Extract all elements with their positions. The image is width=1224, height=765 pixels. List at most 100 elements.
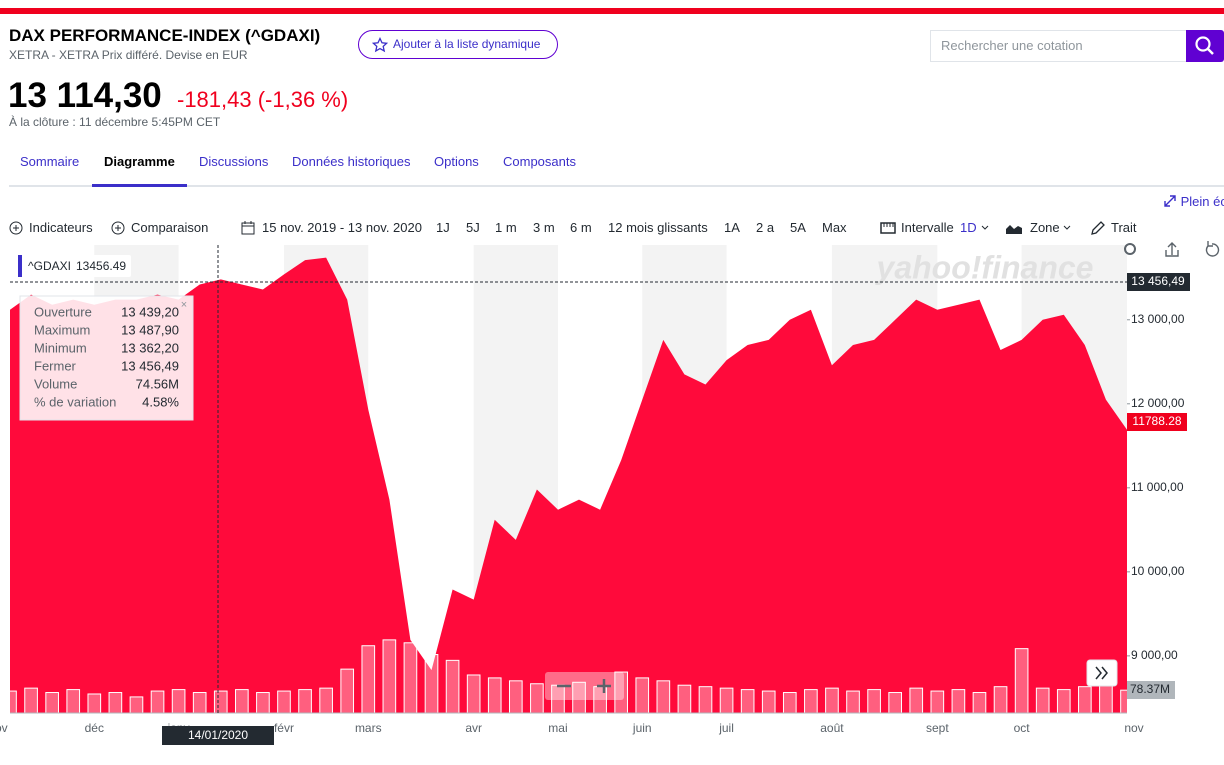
x-tick-label: déc (85, 721, 104, 735)
range[interactable]: 2 a (756, 220, 775, 235)
x-tick-label: mars (355, 721, 382, 735)
area-icon (1006, 225, 1022, 234)
legend-value: 13456.49 (76, 259, 126, 273)
volume-bar (740, 689, 755, 714)
last-volume-box (1127, 681, 1175, 699)
tab[interactable]: Options (434, 154, 479, 169)
date-range[interactable]: 15 nov. 2019 - 13 nov. 2020 (262, 220, 422, 235)
search-button[interactable] (1186, 30, 1224, 62)
settings-icon[interactable] (1124, 243, 1136, 255)
tooltip-label: Volume (34, 376, 77, 391)
volume-bar (466, 674, 481, 714)
quote-subtitle: XETRA - XETRA Prix différé. Devise en EU… (9, 48, 248, 62)
volume-bar (1078, 686, 1092, 714)
x-tick-label: oct (1014, 721, 1031, 735)
range[interactable]: 6 m (570, 220, 592, 235)
volume-bar (1099, 684, 1113, 714)
volume-bar (24, 687, 38, 714)
tab[interactable]: Sommaire (20, 154, 80, 169)
tab[interactable]: Discussions (199, 154, 269, 169)
range[interactable]: 1J (436, 220, 450, 235)
x-tick-label: nov (1124, 721, 1143, 735)
volume-bar (782, 692, 797, 714)
volume-bar (487, 677, 502, 714)
volume-bar (888, 692, 902, 714)
tooltip-value: 4.58% (142, 394, 179, 409)
tab-divider (9, 185, 1224, 187)
tab[interactable]: Composants (503, 154, 576, 169)
comparison[interactable]: Comparaison (131, 220, 209, 235)
range[interactable]: 5J (466, 220, 480, 235)
zone[interactable]: Zone (1030, 220, 1060, 235)
interval[interactable]: Intervalle (901, 220, 954, 235)
volume-bar (108, 692, 123, 714)
volume-bar (403, 642, 418, 714)
x-tick-label: avr (465, 721, 482, 735)
volume-bar (804, 689, 818, 714)
range[interactable]: 1A (724, 220, 740, 235)
pencil-icon (1091, 221, 1105, 235)
crosshair-date-box (162, 726, 274, 745)
price-change: -181,43 (-1,36 %) (177, 87, 349, 112)
volume-bar (677, 684, 692, 714)
volume-bar (340, 668, 355, 714)
range[interactable]: 1 m (495, 220, 517, 235)
tooltip-label: % de variation (34, 394, 116, 409)
legend-name: ^GDAXI (28, 259, 71, 273)
tooltip-label: Minimum (34, 340, 87, 355)
range[interactable]: 12 mois glissants (608, 220, 708, 235)
volume-bar (45, 692, 59, 714)
volume-bar (867, 689, 881, 714)
volume-bar (719, 687, 734, 714)
watchlist-button[interactable]: Ajouter à la liste dynamique (358, 30, 558, 59)
volume-bar (87, 693, 102, 714)
tab[interactable]: Données historiques (292, 154, 411, 169)
tooltip-value: 13 456,49 (121, 358, 179, 373)
tab[interactable]: Diagramme (104, 154, 175, 169)
volume-bar (171, 689, 186, 714)
zoom-controls (545, 672, 624, 700)
volume-bar (150, 690, 165, 714)
range[interactable]: 5A (790, 220, 806, 235)
tooltip-value: 74.56M (136, 376, 179, 391)
tooltip-close: × (181, 299, 187, 311)
volume-bar (192, 692, 207, 714)
volume-bar (761, 690, 776, 714)
watermark: yahoo!finance (875, 249, 1094, 285)
volume-bar (66, 689, 81, 714)
x-tick-label: juin (632, 721, 652, 735)
draw[interactable]: Trait (1111, 220, 1137, 235)
interval-value[interactable]: 1D (960, 220, 977, 235)
search-box[interactable]: Rechercher une cotation (930, 30, 1187, 62)
volume-bar (235, 689, 249, 714)
zoom-in (597, 679, 611, 693)
volume-bar (1056, 689, 1071, 714)
volume-bar (972, 692, 987, 714)
fullscreen[interactable]: Plein écran (1163, 194, 1224, 209)
volume-bar (1035, 687, 1050, 714)
tooltip (19, 295, 194, 421)
tooltip-label: Fermer (34, 358, 77, 373)
range[interactable]: Max (822, 220, 847, 235)
volume-bar (424, 654, 439, 714)
tooltip-label: Ouverture (34, 304, 92, 319)
calendar-icon (241, 221, 255, 235)
x-tick-label: août (820, 721, 844, 735)
tooltip-value: 13 362,20 (121, 340, 179, 355)
crosshair-value-box (1127, 273, 1190, 291)
caret (1063, 225, 1071, 230)
last-value: 11788.28 (1132, 414, 1181, 428)
volume-bar (635, 677, 650, 714)
scroll-button[interactable] (1086, 659, 1118, 687)
range[interactable]: 3 m (533, 220, 555, 235)
tooltip-value: 13 487,90 (121, 322, 179, 337)
volume-bar (382, 639, 397, 714)
scroll-icon (1095, 666, 1108, 680)
watchlist-label: Ajouter à la liste dynamique (393, 37, 541, 51)
volume-bar (256, 692, 270, 714)
top-bar (0, 8, 1224, 14)
indicators[interactable]: Indicateurs (29, 220, 93, 235)
y-tick-label: 13 000,00 (1131, 312, 1185, 326)
